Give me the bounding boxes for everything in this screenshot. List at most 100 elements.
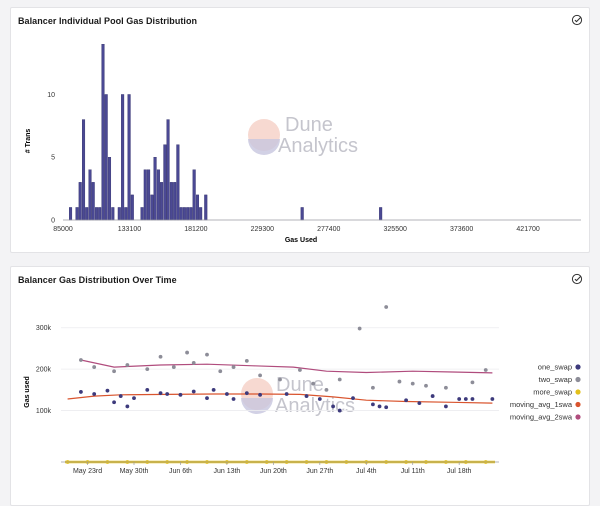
data-point-one_swap: [417, 401, 422, 406]
y-tick-label: 0: [51, 218, 55, 225]
data-point-one_swap: [384, 405, 389, 410]
data-point-one_swap: [158, 391, 163, 396]
x-tick-label: Jul 11th: [401, 468, 425, 475]
histogram-bar: [379, 207, 383, 221]
legend-marker[interactable]: [575, 389, 581, 395]
histogram-card: Balancer Individual Pool Gas Distributio…: [10, 7, 590, 253]
data-point-two_swap: [298, 368, 302, 372]
y-axis-label: # Trans: [25, 129, 32, 154]
data-point-one_swap: [304, 394, 309, 398]
data-point-one_swap: [331, 404, 335, 409]
x-tick-label: 421700: [516, 226, 539, 233]
time-series-title: Balancer Gas Distribution Over Time: [18, 275, 177, 285]
legend-marker[interactable]: [575, 376, 581, 383]
data-point-one_swap: [178, 392, 183, 397]
histogram-bar: [91, 182, 95, 221]
data-point-two_swap: [218, 369, 223, 374]
histogram-bar: [160, 182, 164, 221]
x-tick-label: May 23rd: [73, 468, 102, 475]
histogram-bar: [166, 119, 170, 221]
series-line-moving_avg_1swa: [67, 393, 493, 404]
x-tick-label: 373600: [450, 226, 473, 233]
histogram-bar: [147, 169, 151, 221]
histogram-bar: [104, 94, 108, 221]
data-point-one_swap: [444, 404, 448, 409]
check-circle-icon[interactable]: [571, 14, 583, 26]
data-point-two_swap: [371, 385, 375, 390]
histogram-bar: [300, 207, 304, 221]
data-point-two_swap: [171, 365, 176, 369]
histogram-bar: [111, 207, 115, 221]
data-point-one_swap: [463, 397, 468, 401]
histogram-bar: [124, 207, 128, 221]
legend-marker[interactable]: [575, 364, 581, 370]
data-point-one_swap: [490, 397, 495, 401]
x-tick-label: 325500: [384, 226, 407, 233]
legend-marker[interactable]: [575, 414, 581, 420]
data-point-two_swap: [470, 380, 475, 385]
data-point-two_swap: [311, 381, 316, 386]
data-point-one_swap: [105, 388, 110, 393]
histogram-bar: [78, 182, 82, 221]
data-point-one_swap: [165, 392, 170, 396]
x-tick-label: Jun 27th: [306, 468, 333, 475]
data-point-two_swap: [424, 383, 428, 388]
data-point-one_swap: [351, 396, 355, 401]
dune-watermark: Dune Analytics: [248, 114, 358, 157]
data-point-two_swap: [125, 363, 130, 367]
legend-label: one_swap: [538, 363, 572, 372]
legend-label: moving_avg_1swa: [510, 400, 573, 409]
data-point-one_swap: [470, 397, 475, 401]
histogram-bar: [173, 182, 177, 221]
legend-label: two_swap: [539, 375, 572, 384]
histogram-bar: [121, 94, 125, 221]
data-point-one_swap: [317, 397, 322, 401]
legend-marker[interactable]: [575, 401, 581, 408]
histogram-bar: [204, 194, 208, 221]
y-tick-label: 100k: [36, 408, 52, 415]
check-circle-icon[interactable]: [571, 273, 583, 285]
dune-watermark: Dune Analytics: [241, 374, 355, 417]
data-point-one_swap: [125, 404, 130, 409]
data-point-one_swap: [118, 394, 123, 398]
histogram-bar: [143, 169, 147, 221]
data-point-two_swap: [258, 373, 262, 378]
data-point-one_swap: [258, 392, 262, 397]
data-point-one_swap: [191, 389, 196, 394]
histogram-bar: [98, 207, 102, 221]
data-point-one_swap: [211, 387, 216, 392]
data-point-one_swap: [404, 398, 408, 403]
data-point-one_swap: [457, 397, 462, 401]
histogram-bar: [94, 207, 99, 221]
histogram-bar: [176, 144, 180, 221]
time-series-chart: Dune Analytics 100k 200k 300k May 23rd May 3…: [24, 305, 581, 475]
data-point-one_swap: [92, 392, 97, 396]
x-tick-label: 277400: [317, 226, 340, 233]
histogram-bar: [189, 207, 193, 221]
data-point-two_swap: [112, 369, 116, 374]
histogram-bar: [85, 207, 89, 221]
histogram-title: Balancer Individual Pool Gas Distributio…: [18, 16, 198, 26]
x-tick-label: Jul 4th: [356, 468, 377, 475]
histogram-bar: [169, 182, 173, 221]
data-point-two_swap: [483, 368, 488, 372]
y-tick-label: 200k: [36, 367, 52, 374]
data-point-two_swap: [278, 377, 282, 382]
histogram-bar: [88, 169, 92, 221]
data-point-one_swap: [284, 392, 289, 396]
histogram-bar: [130, 194, 134, 221]
legend: one_swap two_swap more_swap moving_avg_1swa…: [510, 363, 581, 422]
data-point-one_swap: [371, 402, 375, 407]
data-point-one_swap: [145, 387, 150, 392]
histogram-bar: [75, 207, 79, 221]
data-point-two_swap: [158, 354, 163, 359]
histogram-bar: [150, 194, 154, 221]
y-tick-label: 10: [47, 92, 55, 99]
x-axis-label: Gas Used: [285, 237, 317, 244]
histogram-bar: [163, 144, 167, 221]
data-point-two_swap: [324, 387, 329, 392]
legend-label: more_swap: [533, 388, 572, 397]
histogram-chart: Dune Analytics 85000 133100 181200 229300 27…: [25, 44, 581, 244]
watermark-text-analytics: Analytics: [278, 135, 358, 157]
y-axis-label: Gas used: [24, 376, 31, 408]
